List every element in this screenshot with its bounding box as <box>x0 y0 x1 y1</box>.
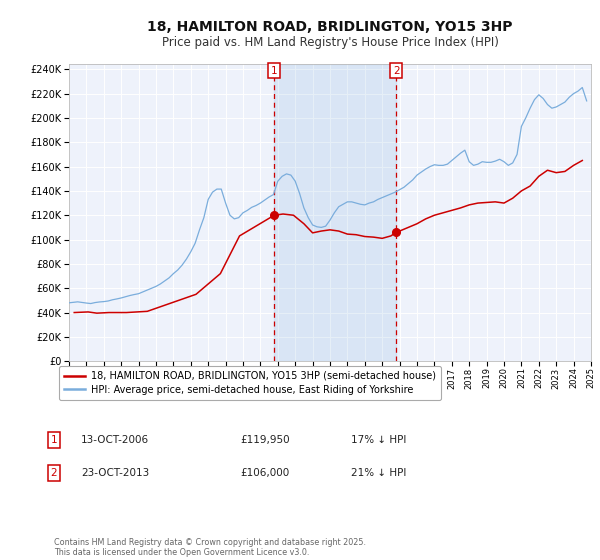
Text: 17% ↓ HPI: 17% ↓ HPI <box>351 435 406 445</box>
Text: 21% ↓ HPI: 21% ↓ HPI <box>351 468 406 478</box>
Text: 2: 2 <box>393 66 400 76</box>
Text: 1: 1 <box>50 435 58 445</box>
Text: Price paid vs. HM Land Registry's House Price Index (HPI): Price paid vs. HM Land Registry's House … <box>161 36 499 49</box>
Text: 13-OCT-2006: 13-OCT-2006 <box>81 435 149 445</box>
Text: 18, HAMILTON ROAD, BRIDLINGTON, YO15 3HP: 18, HAMILTON ROAD, BRIDLINGTON, YO15 3HP <box>147 20 513 34</box>
Text: 23-OCT-2013: 23-OCT-2013 <box>81 468 149 478</box>
Text: Contains HM Land Registry data © Crown copyright and database right 2025.
This d: Contains HM Land Registry data © Crown c… <box>54 538 366 557</box>
Bar <box>274 64 396 361</box>
Text: 2: 2 <box>50 468 58 478</box>
Legend: 18, HAMILTON ROAD, BRIDLINGTON, YO15 3HP (semi-detached house), HPI: Average pri: 18, HAMILTON ROAD, BRIDLINGTON, YO15 3HP… <box>59 366 441 400</box>
Text: 1: 1 <box>271 66 277 76</box>
Text: £106,000: £106,000 <box>240 468 289 478</box>
Text: £119,950: £119,950 <box>240 435 290 445</box>
